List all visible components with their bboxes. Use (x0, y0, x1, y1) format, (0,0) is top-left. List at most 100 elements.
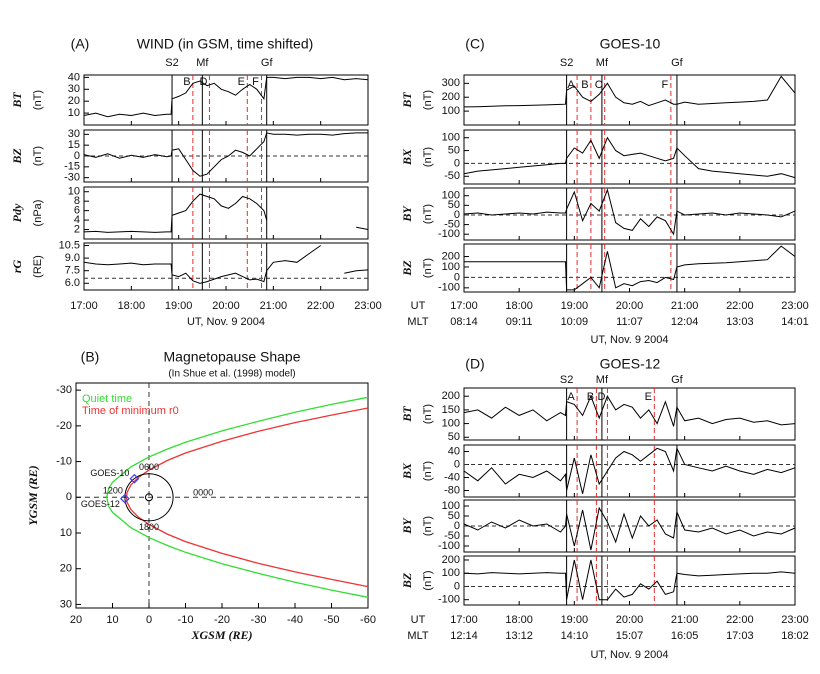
data-line (463, 75, 796, 108)
y-axis-unit: (RE) (32, 255, 44, 278)
marker-label: E (645, 391, 652, 403)
local-time-label: 1200 (103, 486, 123, 496)
local-time-label: 0000 (193, 488, 213, 498)
y-tick-label: 0 (454, 580, 460, 592)
x-row-label: UT (411, 300, 426, 312)
x-tick-label: 21:00 (260, 300, 288, 312)
y-tick-label: -100 (438, 594, 460, 606)
y-tick-label: -100 (438, 540, 460, 552)
plot-frame (463, 387, 796, 441)
mlt-tick-label: 13:03 (726, 316, 754, 328)
marker-label: B (183, 76, 190, 88)
y-axis-label: BY (400, 205, 414, 223)
y-tick-label: 9.0 (65, 252, 80, 264)
y-tick-label: 100 (442, 261, 460, 273)
data-line (463, 506, 796, 551)
x-tick-label: 23:00 (781, 614, 809, 626)
y-tick-label: -30 (64, 172, 80, 184)
y-tick-label: 200 (442, 554, 460, 566)
y-tick-label: 8 (74, 195, 80, 207)
satellite-label: GOES-12 (81, 499, 120, 509)
plot-frame (83, 74, 369, 126)
x-tick-label: -30 (251, 614, 267, 626)
mlt-tick-label: 16:05 (671, 630, 699, 642)
satellite-marker (119, 493, 130, 504)
x-tick-label: 17:00 (450, 300, 478, 312)
plot-frame (463, 187, 796, 241)
y-tick-label: 20 (68, 95, 80, 107)
data-line (463, 188, 796, 236)
y-tick-label: 50 (448, 431, 460, 443)
event-label: Gf (671, 374, 684, 386)
panel-label: (C) (465, 36, 484, 52)
y-tick-label: -40 (444, 471, 460, 483)
x-tick-label: 0 (146, 614, 152, 626)
magnetopause-curve (106, 396, 369, 598)
y-tick-label: -15 (64, 161, 80, 173)
data-line (464, 245, 796, 291)
y-tick-label: 10 (68, 107, 80, 119)
data-line (463, 559, 796, 601)
x-axis-label: UT, Nov. 9 2004 (590, 649, 668, 661)
y-tick-label: 15 (68, 139, 80, 151)
panel-title: WIND (in GSM, time shifted) (137, 36, 314, 52)
y-axis-unit: (nPa) (32, 200, 44, 227)
y-tick-label: 2 (74, 223, 80, 235)
y-tick-label: 50 (448, 510, 460, 522)
geosync-orbit (124, 473, 174, 522)
plot-frame (463, 74, 796, 126)
local-time-label: 0600 (139, 462, 159, 472)
y-axis-label: Pdy (10, 203, 24, 222)
y-tick-label: 0 (454, 271, 460, 283)
x-tick-label: -10 (178, 614, 194, 626)
marker-label: C (595, 79, 603, 91)
y-axis-unit: (nT) (422, 258, 434, 278)
mlt-tick-label: 09:11 (506, 316, 533, 328)
y-tick-label: 30 (60, 598, 72, 610)
x-tick-label: 21:00 (671, 300, 699, 312)
x-tick-label: 23:00 (354, 300, 382, 312)
x-tick-label: 19:00 (561, 614, 589, 626)
x-tick-label: 22:00 (726, 614, 754, 626)
y-tick-label: 100 (442, 417, 460, 429)
x-axis-label: XGSM (RE) (190, 628, 252, 642)
y-tick-label: 100 (442, 190, 460, 202)
y-tick-label: 100 (442, 105, 460, 117)
earth (145, 493, 153, 502)
mlt-tick-label: 08:14 (450, 316, 478, 328)
marker-label: A (567, 391, 575, 403)
y-tick-label: 30 (68, 128, 80, 140)
x-tick-label: 17:00 (70, 300, 98, 312)
marker-label: D (199, 76, 207, 88)
y-tick-label: 0 (454, 209, 460, 221)
mlt-row-label: MLT (407, 316, 428, 328)
x-tick-label: -20 (214, 614, 230, 626)
y-axis-unit: (nT) (32, 146, 44, 166)
panel-label: (A) (71, 36, 90, 52)
y-axis-label: BX (400, 462, 414, 480)
legend-entry: Quiet time (82, 393, 132, 405)
x-tick-label: 18:00 (118, 300, 146, 312)
y-tick-label: 100 (442, 132, 460, 144)
y-tick-label: 40 (448, 445, 460, 457)
y-tick-label: 6.0 (65, 277, 80, 289)
x-axis-label: UT, Nov. 9 2004 (590, 334, 668, 346)
data-line (463, 394, 796, 427)
panel-title: Magnetopause Shape (164, 349, 301, 365)
satellite-marker (129, 473, 140, 484)
y-tick-label: 150 (442, 404, 460, 416)
x-tick-label: 19:00 (165, 300, 193, 312)
y-tick-label: -80 (444, 484, 460, 496)
y-tick-label: 100 (442, 567, 460, 579)
event-label: S2 (165, 57, 178, 69)
magnetopause-curve (125, 407, 369, 588)
mlt-row-label: MLT (407, 630, 428, 642)
y-tick-label: -20 (56, 420, 72, 432)
y-axis-label: BT (10, 92, 24, 109)
y-tick-label: -100 (438, 282, 460, 294)
x-tick-label: 20:00 (212, 300, 240, 312)
panel-title: GOES-12 (600, 356, 661, 372)
legend-entry: Time of minimum r0 (82, 405, 179, 417)
x-tick-label: 23:00 (781, 300, 809, 312)
y-axis-unit: (nT) (422, 404, 434, 424)
